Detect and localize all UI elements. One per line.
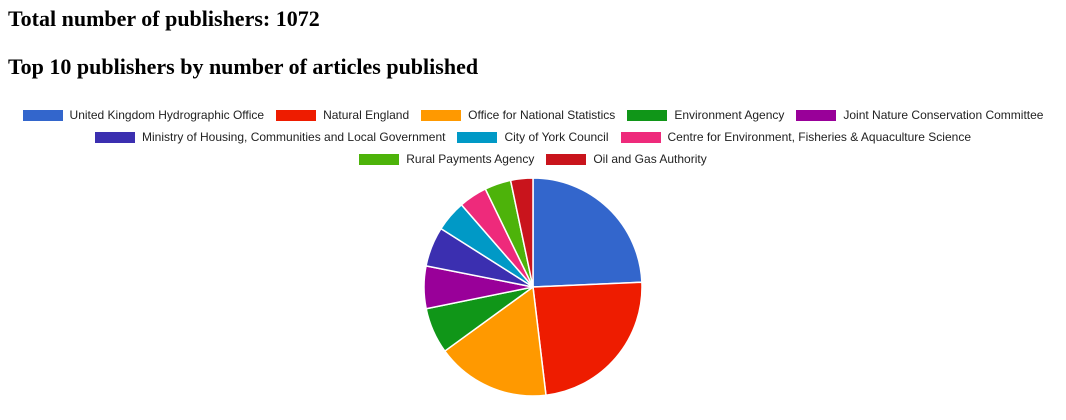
legend-label: Centre for Environment, Fisheries & Aqua… bbox=[667, 130, 971, 144]
legend-label: Joint Nature Conservation Committee bbox=[843, 108, 1044, 122]
legend-label: Ministry of Housing, Communities and Loc… bbox=[141, 130, 446, 144]
legend-label: City of York Council bbox=[504, 130, 609, 144]
legend-label: Environment Agency bbox=[674, 108, 785, 122]
top-publishers-heading: Top 10 publishers by number of articles … bbox=[8, 54, 479, 79]
legend-item[interactable]: City of York Council bbox=[457, 130, 609, 144]
legend-item[interactable]: Natural England bbox=[276, 108, 409, 122]
chart-legend: United Kingdom Hydrographic Office Natur… bbox=[0, 104, 1066, 170]
pie-slice[interactable] bbox=[532, 177, 643, 288]
pie-slice[interactable] bbox=[532, 281, 643, 397]
legend-label: Natural England bbox=[323, 108, 410, 122]
legend-swatch bbox=[94, 131, 135, 143]
legend-row: United Kingdom Hydrographic Office Natur… bbox=[0, 104, 1066, 126]
legend-item[interactable]: Environment Agency bbox=[627, 108, 784, 122]
pie-slice[interactable] bbox=[443, 285, 547, 397]
total-publishers-heading: Total number of publishers: 1072 bbox=[8, 6, 320, 31]
legend-label: Oil and Gas Authority bbox=[593, 152, 707, 166]
pie-slice[interactable] bbox=[509, 177, 534, 288]
legend-item[interactable]: Centre for Environment, Fisheries & Aqua… bbox=[620, 130, 971, 144]
legend-row: Rural Payments Agency Oil and Gas Author… bbox=[0, 148, 1066, 170]
legend-item[interactable]: Joint Nature Conservation Committee bbox=[796, 108, 1043, 122]
legend-item[interactable]: Office for National Statistics bbox=[421, 108, 615, 122]
legend-swatch bbox=[620, 131, 661, 143]
legend-item[interactable]: Rural Payments Agency bbox=[359, 152, 534, 166]
legend-swatch bbox=[796, 109, 837, 121]
legend-row: Ministry of Housing, Communities and Loc… bbox=[0, 126, 1066, 148]
legend-swatch bbox=[546, 153, 587, 165]
legend-item[interactable]: United Kingdom Hydrographic Office bbox=[22, 108, 265, 122]
legend-swatch bbox=[276, 109, 317, 121]
legend-swatch bbox=[457, 131, 498, 143]
legend-swatch bbox=[627, 109, 668, 121]
legend-swatch bbox=[421, 109, 462, 121]
legend-swatch bbox=[359, 153, 400, 165]
legend-label: United Kingdom Hydrographic Office bbox=[69, 108, 265, 122]
legend-label: Rural Payments Agency bbox=[406, 152, 535, 166]
legend-swatch bbox=[22, 109, 63, 121]
legend-item[interactable]: Ministry of Housing, Communities and Loc… bbox=[94, 130, 446, 144]
legend-item[interactable]: Oil and Gas Authority bbox=[546, 152, 707, 166]
legend-label: Office for National Statistics bbox=[468, 108, 616, 122]
